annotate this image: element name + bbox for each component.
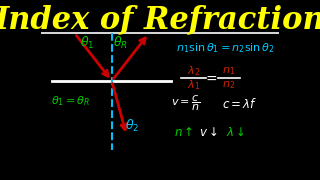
- Text: $=$: $=$: [203, 71, 218, 85]
- Text: $n_1$: $n_1$: [222, 65, 236, 77]
- Text: $n_2$: $n_2$: [222, 79, 236, 91]
- Text: $n_1 \sin\theta_1 = n_2 \sin\theta_2$: $n_1 \sin\theta_1 = n_2 \sin\theta_2$: [176, 41, 275, 55]
- Text: Index of Refraction: Index of Refraction: [0, 4, 320, 35]
- Text: $\theta_R$: $\theta_R$: [113, 35, 128, 51]
- Text: $v = \dfrac{c}{n}$: $v = \dfrac{c}{n}$: [171, 94, 201, 113]
- Text: $\lambda_1$: $\lambda_1$: [187, 78, 200, 92]
- Text: $n\uparrow$: $n\uparrow$: [174, 126, 193, 139]
- Text: $v\downarrow$: $v\downarrow$: [199, 126, 218, 139]
- Text: $\lambda\downarrow$: $\lambda\downarrow$: [226, 126, 245, 139]
- Text: $c = \lambda f$: $c = \lambda f$: [222, 97, 258, 111]
- Text: $\theta_2$: $\theta_2$: [125, 118, 139, 134]
- Text: $\lambda_2$: $\lambda_2$: [187, 64, 200, 78]
- Text: $\theta_1 = \theta_R$: $\theta_1 = \theta_R$: [52, 94, 91, 108]
- Text: $\theta_1$: $\theta_1$: [80, 35, 94, 51]
